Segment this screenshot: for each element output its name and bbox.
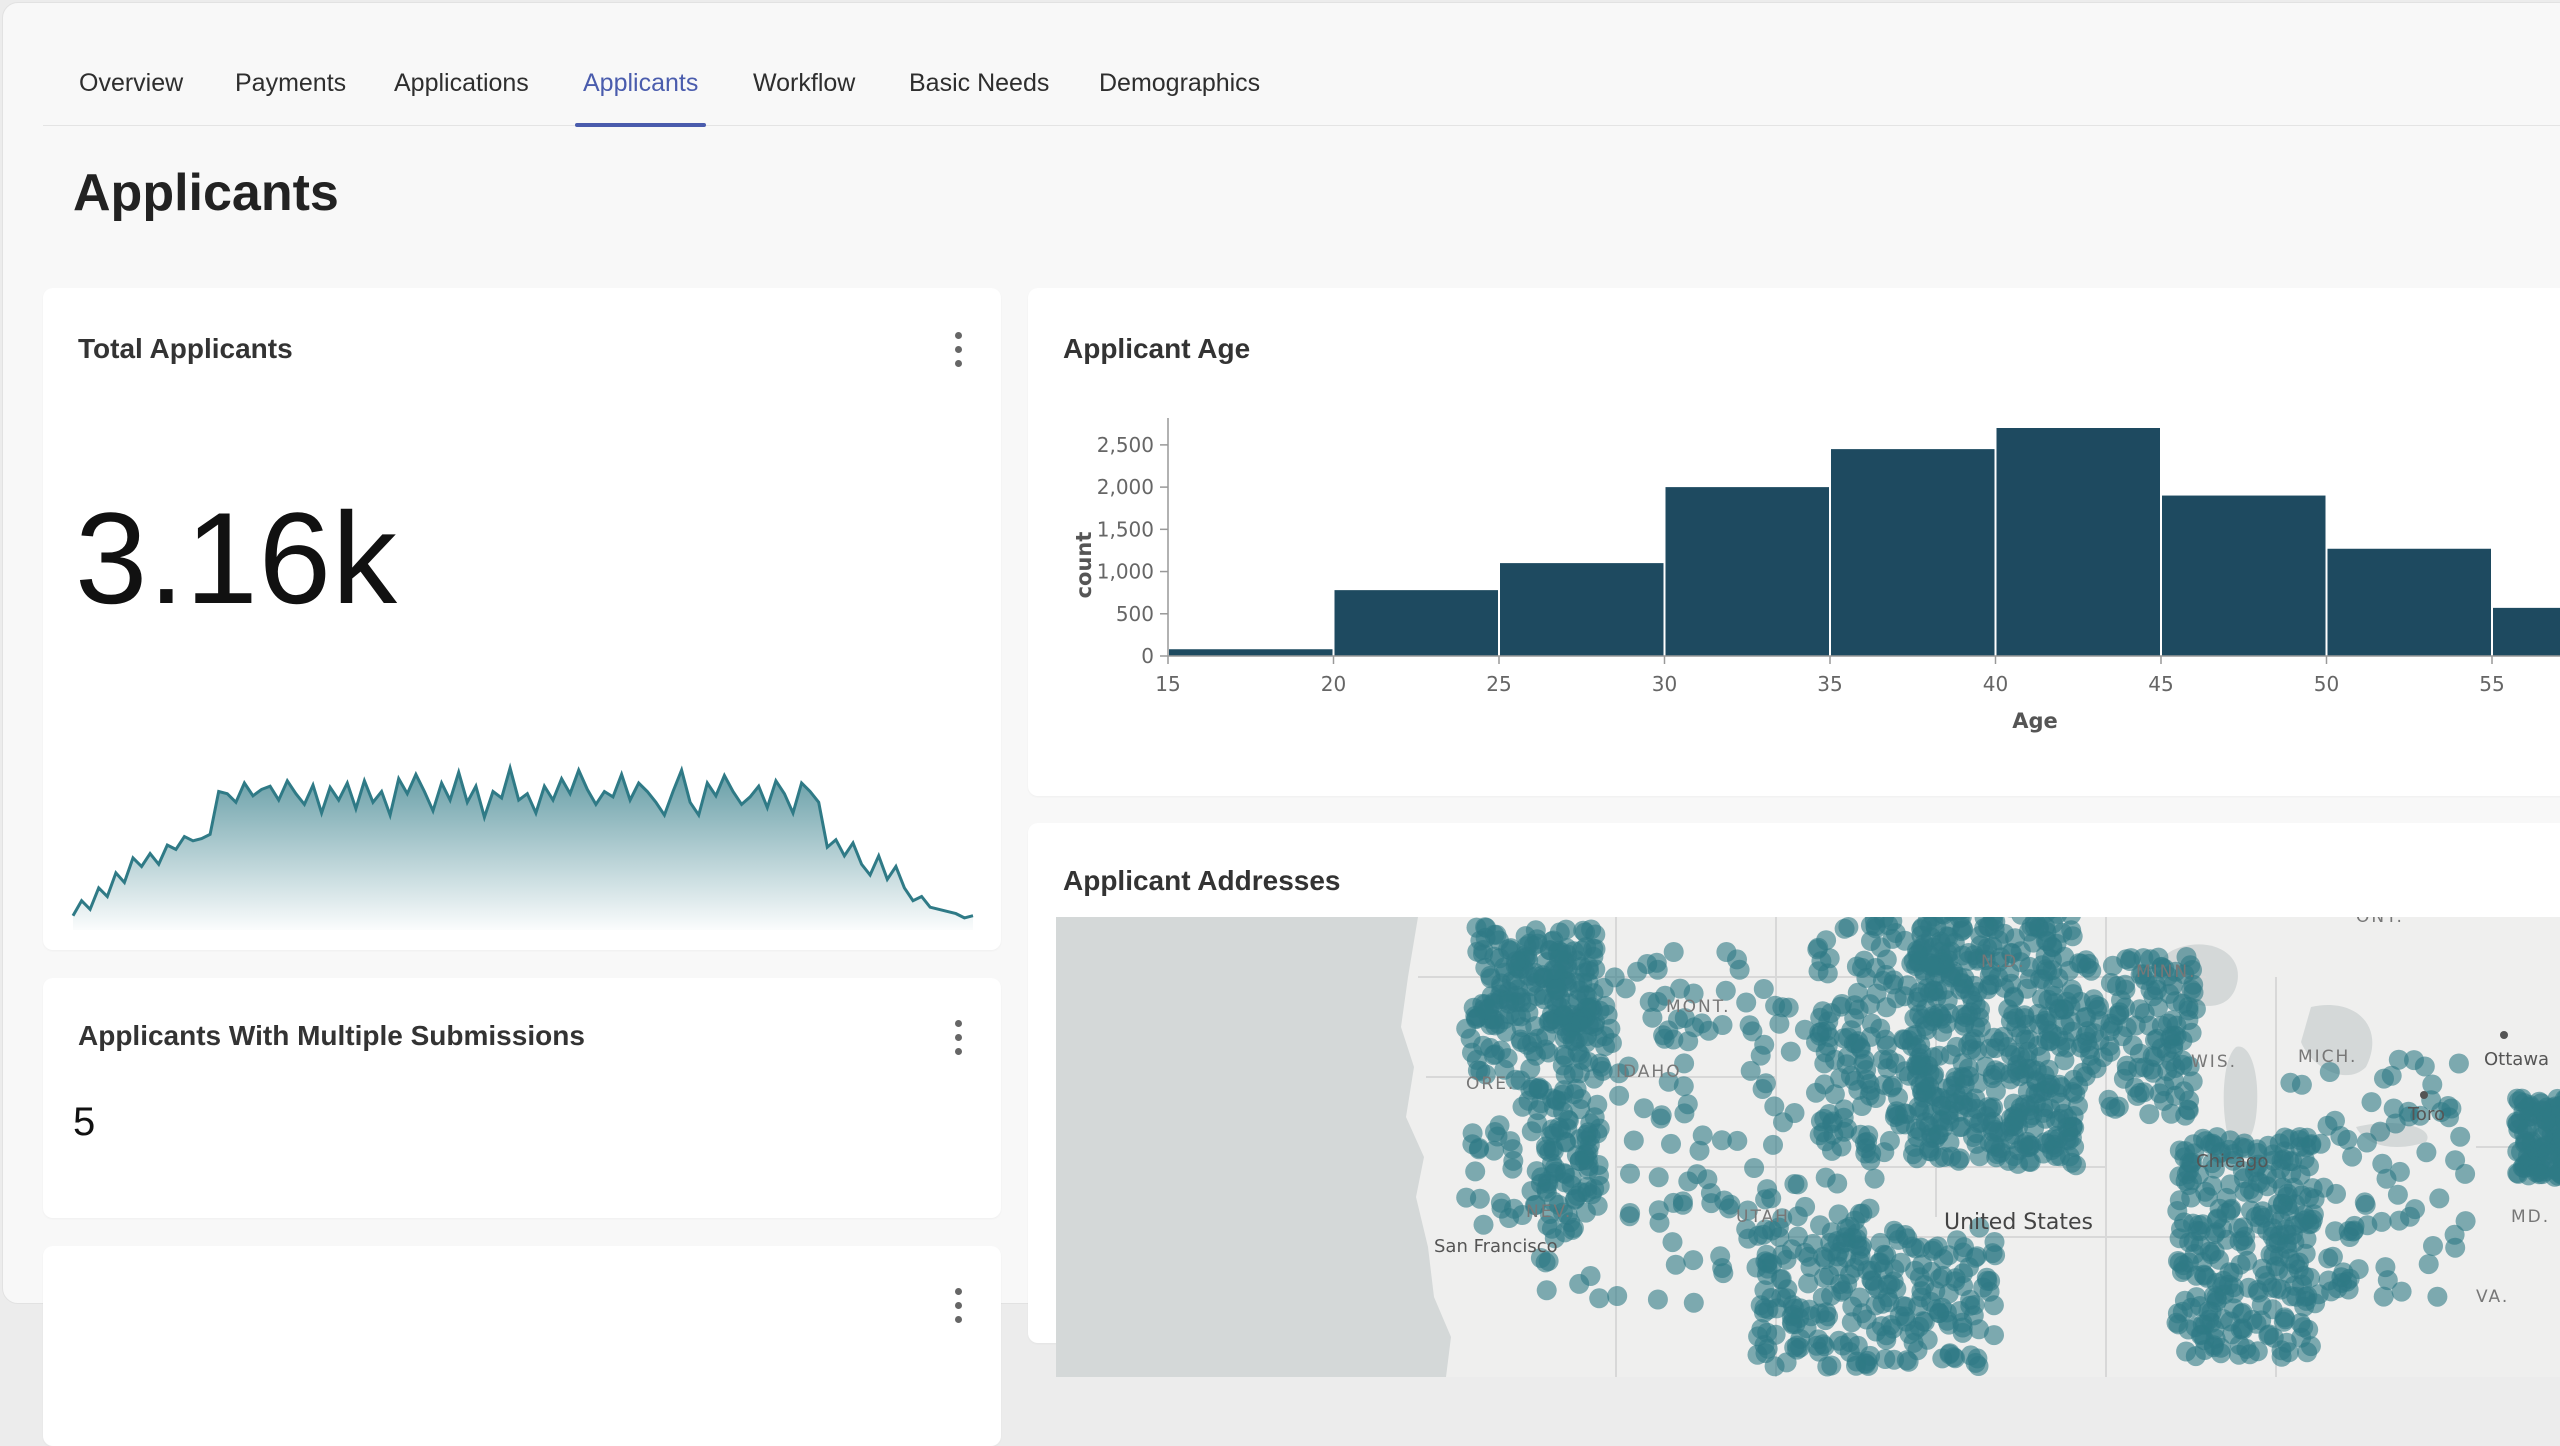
x-tick-label: 45 <box>2148 672 2173 696</box>
multiple-submissions-value: 5 <box>73 1100 95 1145</box>
map-label-idaho: IDAHO <box>1616 1062 1682 1082</box>
y-axis-title: count <box>1072 532 1096 599</box>
x-tick-label: 25 <box>1486 672 1511 696</box>
city-marker-toronto <box>2420 1091 2428 1099</box>
tab-overview[interactable]: Overview <box>79 39 183 125</box>
age-bar[interactable] <box>1831 449 1995 656</box>
y-tick-label: 0 <box>1141 644 1154 668</box>
map-label-wis: WIS. <box>2191 1052 2237 1072</box>
x-axis-title: Age <box>2012 709 2058 733</box>
map-label-ont: ONT. <box>2356 917 2404 927</box>
tab-workflow[interactable]: Workflow <box>753 39 855 125</box>
map-city-chicago: Chicago <box>2196 1151 2268 1172</box>
map-country-label: United States <box>1944 1210 2093 1235</box>
total-applicants-card: Total Applicants 3.16k <box>43 288 1001 950</box>
age-bar[interactable] <box>1335 590 1499 656</box>
applicant-address-map[interactable]: MONT. N.D. MINN. WIS. MICH. ORE. IDAHO N… <box>1056 917 2560 1377</box>
age-bar[interactable] <box>2493 608 2560 656</box>
map-canvas: MONT. N.D. MINN. WIS. MICH. ORE. IDAHO N… <box>1056 917 2560 1377</box>
x-tick-label: 35 <box>1817 672 1842 696</box>
tab-applicants[interactable]: Applicants <box>583 39 698 125</box>
card-title: Applicant Addresses <box>1063 865 1340 897</box>
sparkline-area <box>73 768 973 930</box>
map-city-ottawa: Ottawa <box>2484 1049 2549 1070</box>
x-tick-label: 40 <box>1983 672 2008 696</box>
city-marker-ottawa <box>2500 1031 2508 1039</box>
x-tick-label: 20 <box>1321 672 1346 696</box>
y-tick-label: 2,000 <box>1097 475 1154 499</box>
kebab-menu-icon[interactable] <box>946 1018 970 1058</box>
multiple-submissions-card: Applicants With Multiple Submissions 5 <box>43 978 1001 1218</box>
y-tick-label: 2,500 <box>1097 433 1154 457</box>
age-bar[interactable] <box>2162 496 2326 656</box>
applicants-card-3 <box>43 1246 1001 1446</box>
total-applicants-sparkline <box>43 288 1001 950</box>
tab-payments[interactable]: Payments <box>235 39 346 125</box>
map-label-md: MD. <box>2511 1207 2550 1227</box>
kebab-menu-icon[interactable] <box>946 1286 970 1326</box>
map-label-nev: NEV. <box>1526 1202 1572 1222</box>
page-title: Applicants <box>73 163 339 223</box>
map-label-mich: MICH. <box>2298 1047 2357 1067</box>
map-city-toronto: Toro <box>2407 1104 2445 1125</box>
tab-basic-needs[interactable]: Basic Needs <box>909 39 1049 125</box>
map-city-san-francisco: San Francisco <box>1434 1236 1558 1257</box>
card-title: Applicants With Multiple Submissions <box>78 1020 585 1052</box>
tab-bar: Overview Payments Applications Applicant… <box>43 39 2560 126</box>
x-tick-label: 15 <box>1155 672 1180 696</box>
x-tick-label: 55 <box>2479 672 2504 696</box>
map-label-minn: MINN. <box>2136 962 2197 982</box>
dashboard-frame: Overview Payments Applications Applicant… <box>2 2 2560 1304</box>
map-label-va: VA. <box>2476 1287 2509 1307</box>
applicant-age-histogram: 0 500 1,000 1,500 2,000 2,500 15 20 25 30 35 40 45 5… <box>1028 288 2560 796</box>
tab-applications[interactable]: Applications <box>394 39 529 125</box>
map-label-mont: MONT. <box>1666 997 1731 1017</box>
x-tick-label: 50 <box>2314 672 2339 696</box>
age-bar[interactable] <box>1500 563 1664 656</box>
applicant-addresses-card: Applicant Addresses <box>1028 823 2560 1343</box>
map-label-utah: UTAH <box>1736 1207 1790 1227</box>
map-label-nd: N.D. <box>1981 952 2026 972</box>
age-bar[interactable] <box>1169 649 1333 656</box>
map-label-ore: ORE. <box>1466 1074 1515 1094</box>
y-tick-label: 1,000 <box>1097 560 1154 584</box>
y-tick-label: 500 <box>1116 602 1154 626</box>
tab-demographics[interactable]: Demographics <box>1099 39 1260 125</box>
y-tick-label: 1,500 <box>1097 517 1154 541</box>
age-bar[interactable] <box>1997 428 2161 656</box>
age-bar[interactable] <box>1666 487 1830 656</box>
age-bar[interactable] <box>2328 549 2492 656</box>
x-tick-label: 30 <box>1652 672 1677 696</box>
